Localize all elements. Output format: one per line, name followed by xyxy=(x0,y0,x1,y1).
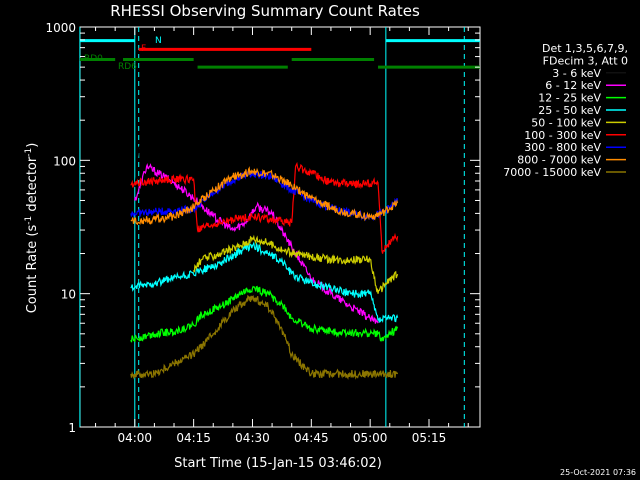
x-axis: 04:00 04:15 04:30 04:45 05:00 05:15 xyxy=(95,27,469,445)
series-line-0 xyxy=(134,142,383,318)
legend-header-1: FDecim 3, Att 0 xyxy=(543,54,628,67)
y-tick-label-1: 10 xyxy=(61,288,76,302)
series-line-3 xyxy=(130,241,399,323)
state-bar-label-2: RD0 xyxy=(84,54,103,64)
legend-label-1: 6 - 12 keV xyxy=(545,79,601,92)
legend-label-0: 3 - 6 keV xyxy=(552,67,601,80)
series-line-7 xyxy=(130,166,399,226)
y-tick-label-0: 1 xyxy=(68,421,76,435)
legend-label-2: 12 - 25 keV xyxy=(538,92,601,105)
chart-title: RHESSI Observing Summary Count Rates xyxy=(110,2,420,20)
x-tick-label-0: 04:00 xyxy=(117,431,152,445)
legend-label-5: 100 - 300 keV xyxy=(524,129,601,142)
state-bar-label-3: RD6 xyxy=(118,62,137,72)
y-tick-label-2: 100 xyxy=(53,154,76,168)
legend-label-7: 800 - 7000 keV xyxy=(517,154,601,167)
legend-label-8: 7000 - 15000 keV xyxy=(503,166,601,179)
legend: Det 1,3,5,6,7,9,FDecim 3, Att 03 - 6 keV… xyxy=(503,42,628,179)
state-bar-label-1: F xyxy=(141,44,146,54)
state-bar-label-0: N xyxy=(155,36,162,46)
series-line-6 xyxy=(130,170,399,222)
plot-area: NF RD0 RD6 xyxy=(79,26,481,428)
x-tick-label-4: 05:00 xyxy=(353,431,388,445)
timestamp-footer: 25-Oct-2021 07:36 xyxy=(560,468,636,477)
series-line-2 xyxy=(130,285,399,343)
series-line-8 xyxy=(130,294,399,380)
y-axis-label: Count Rate (s-1 detector-1) xyxy=(24,143,40,314)
x-tick-label-2: 04:30 xyxy=(235,431,270,445)
series-line-5 xyxy=(130,161,399,254)
x-axis-label: Start Time (15-Jan-15 03:46:02) xyxy=(174,456,382,471)
legend-header-0: Det 1,3,5,6,7,9, xyxy=(542,42,628,55)
x-tick-label-3: 04:45 xyxy=(294,431,329,445)
legend-label-6: 300 - 800 keV xyxy=(524,141,601,154)
series-line-4 xyxy=(193,234,399,294)
y-axis: 1 10 100 1000 xyxy=(45,21,480,435)
legend-label-3: 25 - 50 keV xyxy=(538,104,601,117)
y-tick-label-3: 1000 xyxy=(45,21,76,35)
legend-label-4: 50 - 100 keV xyxy=(531,116,601,129)
x-tick-label-5: 05:15 xyxy=(412,431,447,445)
x-tick-label-1: 04:15 xyxy=(176,431,211,445)
